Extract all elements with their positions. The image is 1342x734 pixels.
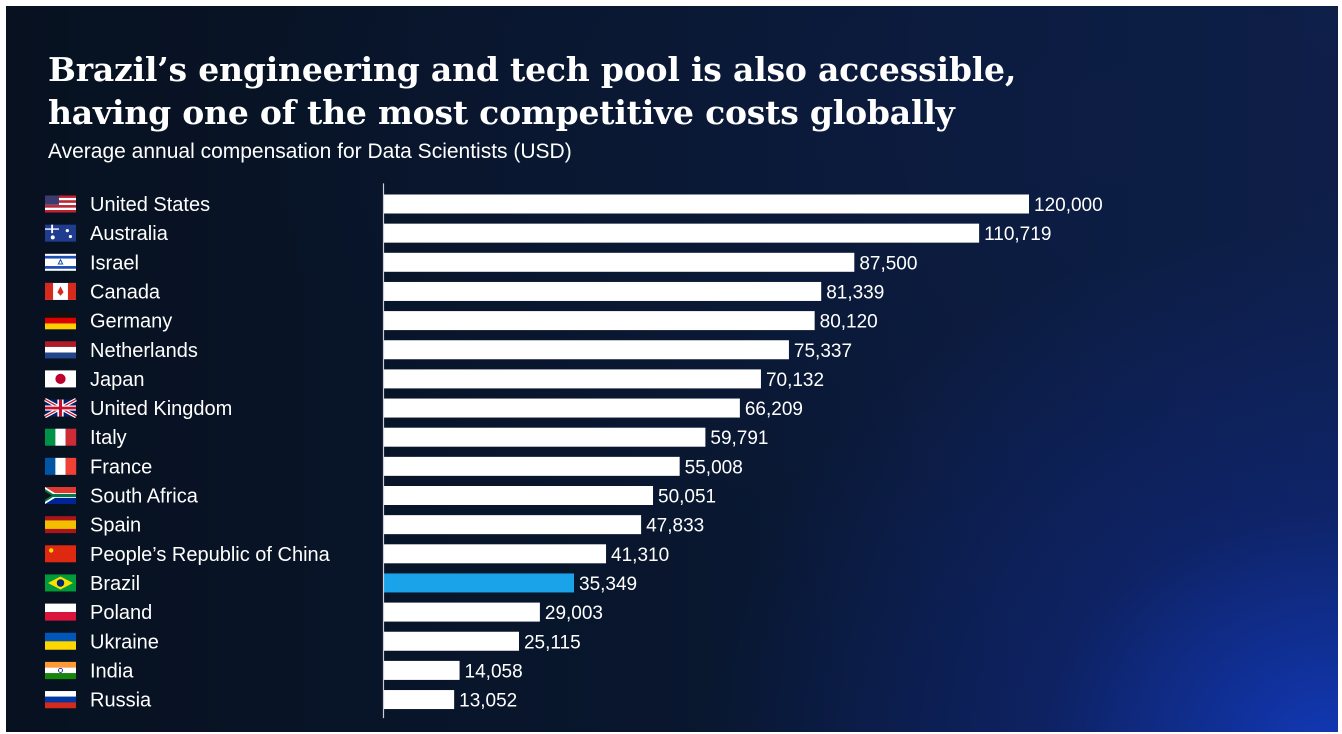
value-label-germany: 80,120 (820, 312, 878, 333)
category-label-australia: Australia (90, 223, 169, 245)
value-label-brazil: 35,349 (579, 574, 637, 595)
bar-italy (384, 427, 706, 447)
value-label-united-kingdom: 66,209 (745, 399, 803, 420)
flag-uk-icon (44, 398, 77, 419)
category-label-netherlands: Netherlands (90, 340, 198, 362)
category-label-russia: Russia (90, 690, 152, 712)
value-label-japan: 70,132 (766, 370, 824, 391)
bar-spain (384, 515, 642, 535)
bar-brazil (384, 573, 575, 593)
bar-united-states (384, 194, 1029, 214)
category-label-united-kingdom: United Kingdom (90, 398, 232, 420)
category-label-france: France (90, 456, 152, 478)
category-label-south-africa: South Africa (90, 486, 199, 508)
bar-poland (384, 602, 540, 622)
category-label-ukraine: Ukraine (90, 631, 159, 653)
category-label-india: India (90, 660, 134, 682)
bar-people-s-republic-of-china (384, 544, 607, 564)
category-label-people-s-republic-of-china: People’s Republic of China (90, 544, 331, 566)
category-label-germany: Germany (90, 311, 172, 333)
category-label-brazil: Brazil (90, 573, 140, 595)
bar-ukraine (384, 631, 519, 651)
category-label-italy: Italy (90, 427, 127, 449)
value-label-spain: 47,833 (646, 516, 704, 537)
bar-japan (384, 369, 761, 389)
flag-germany-icon (45, 312, 76, 330)
flag-india-icon (45, 661, 76, 680)
bar-russia (384, 690, 455, 710)
category-label-united-states: United States (90, 194, 210, 216)
value-label-australia: 110,719 (984, 224, 1051, 245)
bar-germany (384, 311, 815, 331)
flag-spain-icon (45, 516, 76, 534)
title-line-2: having one of the most competitive costs… (48, 93, 955, 132)
chart-panel: Brazil’s engineering and tech pool is al… (6, 6, 1338, 732)
value-label-united-states: 120,000 (1034, 195, 1103, 216)
flag-poland-icon (45, 603, 76, 621)
value-label-ukraine: 25,115 (524, 632, 581, 653)
chart-title: Brazil’s engineering and tech pool is al… (48, 48, 1016, 134)
bar-canada (384, 281, 822, 301)
flag-brazil-icon (45, 574, 76, 592)
flag-us-icon (45, 195, 76, 213)
value-label-russia: 13,052 (459, 691, 517, 712)
flag-south-africa-icon (45, 487, 76, 504)
bar-chart: United States 120,000 Australia 110,719 Isra… (44, 183, 1103, 719)
bar-australia (384, 223, 980, 243)
bar-india (384, 660, 460, 680)
flag-italy-icon (45, 428, 77, 446)
title-line-1: Brazil’s engineering and tech pool is al… (48, 50, 1017, 89)
value-label-italy: 59,791 (710, 428, 768, 449)
value-label-people-s-republic-of-china: 41,310 (611, 545, 669, 566)
category-label-israel: Israel (90, 252, 139, 274)
flag-australia-icon (45, 224, 76, 242)
chart-subtitle: Average annual compensation for Data Sci… (48, 140, 572, 163)
flag-japan-icon (45, 370, 76, 388)
flag-china-icon (45, 545, 76, 563)
value-label-south-africa: 50,051 (658, 487, 716, 508)
bar-south-africa (384, 486, 654, 505)
value-label-netherlands: 75,337 (794, 341, 852, 362)
flag-netherlands-icon (45, 341, 76, 359)
bar-israel (384, 252, 855, 272)
flag-canada-icon (45, 282, 76, 300)
value-label-israel: 87,500 (859, 253, 917, 274)
flag-ukraine-icon (45, 632, 76, 650)
bar-netherlands (384, 340, 789, 360)
bar-united-kingdom (384, 398, 740, 418)
value-label-france: 55,008 (685, 457, 743, 478)
category-label-canada: Canada (90, 281, 161, 303)
value-label-india: 14,058 (465, 661, 523, 682)
category-label-japan: Japan (90, 369, 145, 391)
flag-russia-icon (45, 691, 76, 709)
value-label-canada: 81,339 (826, 282, 884, 303)
flag-france-icon (45, 457, 77, 475)
category-label-poland: Poland (90, 602, 152, 624)
flag-israel-icon (45, 253, 76, 271)
bar-france (384, 456, 680, 476)
value-label-poland: 29,003 (545, 603, 603, 624)
category-label-spain: Spain (90, 515, 141, 537)
